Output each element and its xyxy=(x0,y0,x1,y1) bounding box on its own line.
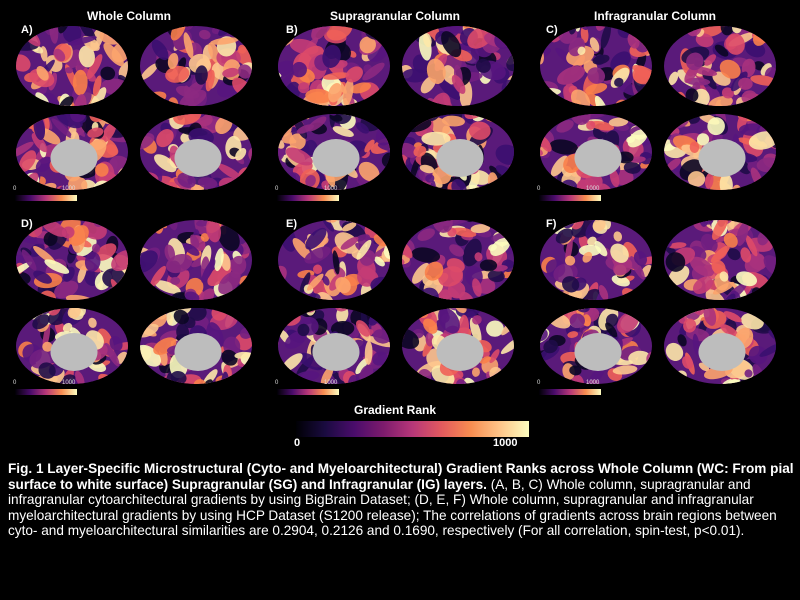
column-title-infragranular: Infragranular Column xyxy=(594,9,717,23)
brain-surface-image-b xyxy=(278,26,514,190)
mini-colorbar-f xyxy=(539,389,601,395)
mini-scale-max-e: 1000 xyxy=(324,380,338,386)
gradient-colorbar xyxy=(296,421,529,437)
brain-panel-a xyxy=(10,12,260,202)
panel-label-c: C) xyxy=(546,24,558,36)
mini-colorbar-b xyxy=(277,195,339,201)
panel-label-f: F) xyxy=(546,218,557,230)
brain-panel-c xyxy=(534,12,784,202)
mini-scale-min-d: 0 xyxy=(13,380,17,386)
brain-surface-image-c xyxy=(540,26,776,190)
mini-scale-min-c: 0 xyxy=(537,186,541,192)
brain-surface-image-e xyxy=(278,220,514,384)
caption-title: Fig. 1 Layer-Specific Microstructural (C… xyxy=(8,461,794,492)
colorbar-title: Gradient Rank xyxy=(354,403,437,417)
colorbar-max-label: 1000 xyxy=(493,437,518,449)
mini-colorbar-a xyxy=(15,195,77,201)
column-title-supragranular: Supragranular Column xyxy=(330,9,461,23)
mini-scale-max-f: 1000 xyxy=(586,380,600,386)
brain-surface-image-f xyxy=(540,220,776,384)
caption-body: (A, B, C) Whole column, supragranular an… xyxy=(8,476,777,539)
column-title-whole: Whole Column xyxy=(87,9,171,23)
brain-panel-d xyxy=(10,206,260,396)
mini-colorbar-c xyxy=(539,195,601,201)
panel-label-d: D) xyxy=(21,218,33,230)
mini-scale-max-c: 1000 xyxy=(586,186,600,192)
mini-scale-max-d: 1000 xyxy=(62,380,76,386)
mini-scale-min-b: 0 xyxy=(275,186,279,192)
mini-scale-max-b: 1000 xyxy=(324,186,338,192)
panel-label-e: E) xyxy=(286,218,297,230)
brain-panel-b xyxy=(272,12,522,202)
figure-caption: Fig. 1 Layer-Specific Microstructural (C… xyxy=(8,461,794,539)
mini-scale-min-f: 0 xyxy=(537,380,541,386)
mini-scale-min-e: 0 xyxy=(275,380,279,386)
panel-label-a: A) xyxy=(21,24,33,36)
brain-panel-e xyxy=(272,206,522,396)
brain-panel-f xyxy=(534,206,784,396)
mini-colorbar-e xyxy=(277,389,339,395)
panel-label-b: B) xyxy=(286,24,298,36)
brain-surface-image-a xyxy=(16,26,252,190)
mini-scale-max-a: 1000 xyxy=(62,186,76,192)
mini-colorbar-d xyxy=(15,389,77,395)
brain-surface-image-d xyxy=(16,220,252,384)
mini-scale-min-a: 0 xyxy=(13,186,17,192)
colorbar-min-label: 0 xyxy=(294,437,301,449)
